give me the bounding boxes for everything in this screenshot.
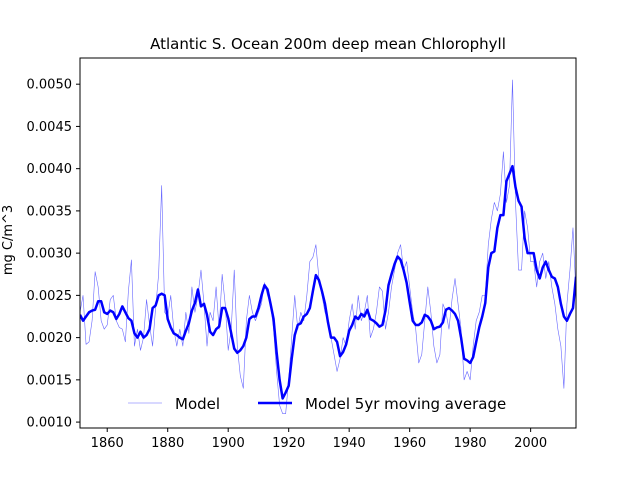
y-tick-label: 0.0015 — [27, 373, 73, 388]
y-tick-label: 0.0010 — [27, 416, 73, 431]
legend-label-moving-average: Model 5yr moving average — [305, 395, 506, 413]
x-tick-label: 2000 — [514, 436, 547, 451]
plot-frame — [79, 57, 577, 429]
x-tick-label: 1980 — [454, 436, 487, 451]
y-tick-label: 0.0020 — [27, 331, 73, 346]
legend-label-model: Model — [175, 395, 220, 413]
x-tick-label: 1920 — [272, 436, 305, 451]
y-tick-label: 0.0045 — [27, 120, 73, 135]
y-tick-label: 0.0050 — [27, 78, 73, 93]
y-tick-label: 0.0025 — [27, 289, 73, 304]
x-axis: 1860 1880 1900 1920 1940 1960 1980 2000 — [91, 428, 547, 451]
x-tick-label: 1860 — [91, 436, 124, 451]
x-tick-label: 1960 — [393, 436, 426, 451]
x-tick-label: 1940 — [333, 436, 366, 451]
plot-area: 1860 1880 1900 1920 1940 1960 1980 2000 0.00100… — [27, 57, 577, 451]
x-tick-label: 1880 — [151, 436, 184, 451]
x-tick-label: 1900 — [212, 436, 245, 451]
y-tick-label: 0.0035 — [27, 204, 73, 219]
series-layer — [80, 79, 576, 414]
y-axis-label: mg C/m^3 — [1, 205, 16, 275]
series-line-moving-average — [80, 164, 576, 400]
chart-title: Atlantic S. Ocean 200m deep mean Chlorop… — [150, 35, 506, 53]
y-tick-label: 0.0040 — [27, 162, 73, 177]
y-axis: 0.0010 0.0015 0.0020 0.0025 0.0030 0.0035 0.00… — [27, 78, 80, 431]
y-tick-label: 0.0030 — [27, 247, 73, 262]
legend: Model Model 5yr moving average — [128, 395, 506, 413]
